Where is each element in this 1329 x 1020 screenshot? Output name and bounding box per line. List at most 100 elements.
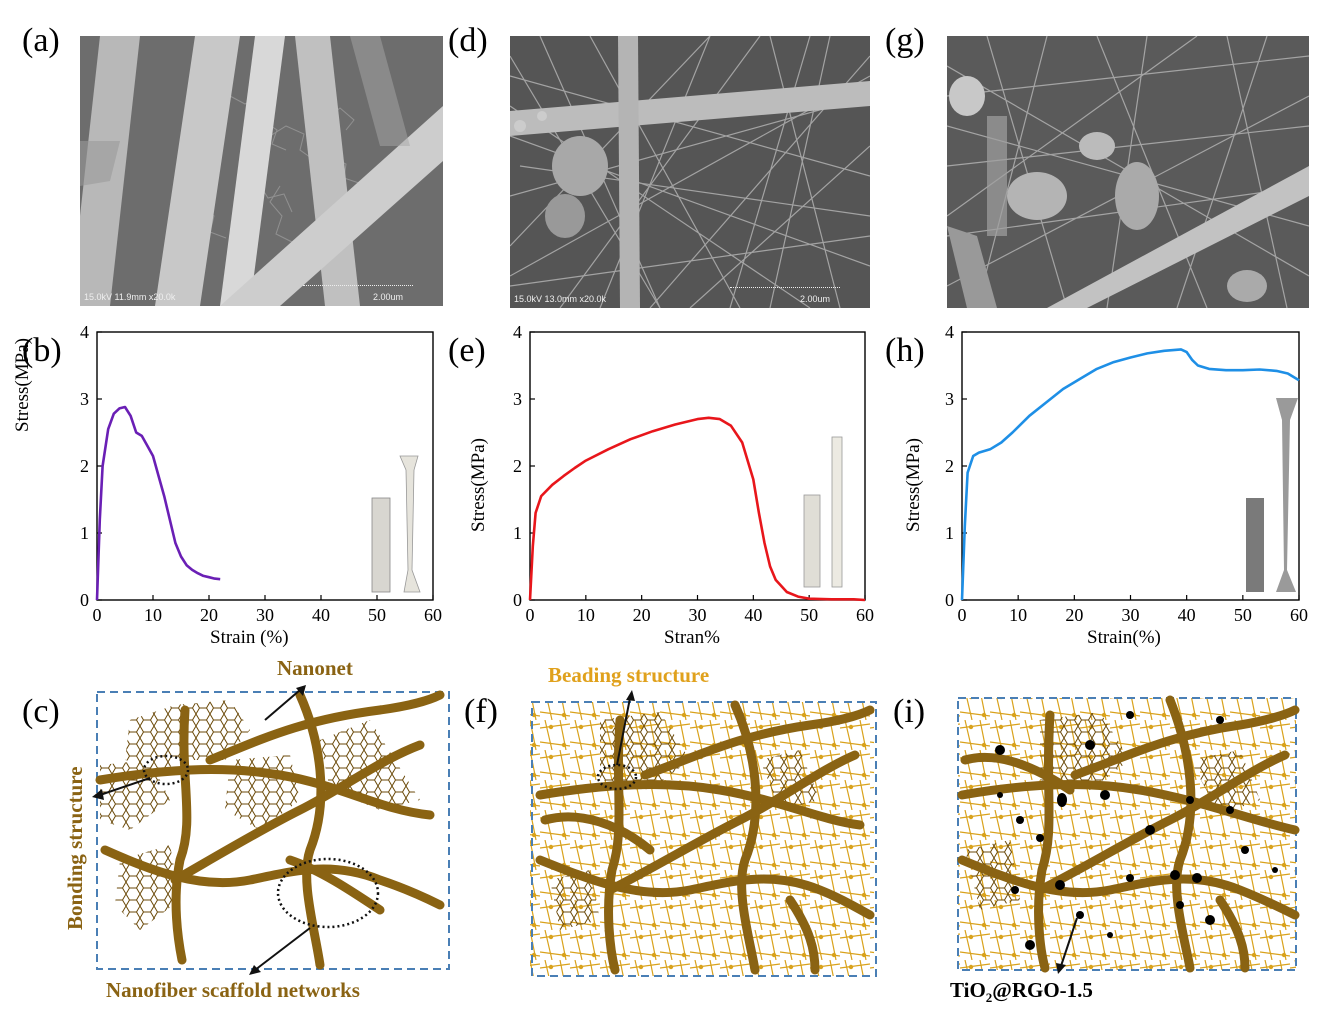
chart-b-ytick-label: 4 (80, 322, 89, 342)
sem-d-info: 15.0kV 13.0mm x20.0k (514, 294, 607, 304)
chart-b-sample-before (371, 497, 391, 593)
panel-label-h: (h) (885, 332, 925, 369)
beading-highlight (596, 763, 638, 791)
chart-h-ytick-label: 2 (945, 456, 954, 476)
nanonet-i-1 (1040, 712, 1130, 790)
thin-fiber-net-i (958, 698, 1296, 970)
chart-b-xlabel: Strain (%) (210, 627, 289, 648)
chart-b-ytick-label: 2 (80, 456, 89, 476)
nanonet-f-3 (550, 870, 600, 930)
bonding-highlight (142, 754, 190, 786)
panel-label-i: (i) (893, 693, 926, 730)
chart-e-ytick-label: 4 (513, 322, 522, 342)
sem-image-a: 15.0kV 11.9mm x20.0k 2.00um (80, 36, 443, 306)
beading-arrow (616, 697, 631, 766)
chart-e-sample-before (803, 494, 821, 588)
sem-image-g (947, 36, 1309, 308)
chart-h-xtick-label: 40 (1178, 605, 1196, 625)
chart-h-sample-before (1246, 498, 1264, 592)
panel-label-c: (c) (22, 693, 60, 730)
chart-b-xtick-label: 60 (424, 605, 442, 625)
schematic-f (530, 690, 877, 977)
chart-e-xtick-label: 60 (856, 605, 874, 625)
panel-label-b: (b) (22, 332, 62, 369)
chart-e-ytick-label: 2 (513, 456, 522, 476)
scale-bar (730, 287, 840, 292)
chart-e-ytick-label: 1 (513, 523, 522, 543)
chart-h-ytick-label: 3 (945, 389, 954, 409)
chart-e-ytick-label: 3 (513, 389, 522, 409)
scale-bar (303, 285, 413, 290)
scaffold-highlight (276, 857, 380, 929)
tio2-arrow (1060, 917, 1078, 967)
chart-b-xtick-label: 50 (368, 605, 386, 625)
panel-label-a: (a) (22, 22, 60, 59)
panel-label-e: (e) (448, 332, 486, 369)
nanonet-arrow (264, 689, 301, 721)
nanonet-label: Nanonet (277, 656, 353, 680)
chart-h-xtick-label: 20 (1065, 605, 1083, 625)
sem-g-texture (947, 36, 1309, 308)
chart-h-ytick-label: 1 (945, 523, 954, 543)
sem-a-scale: 2.00um (372, 292, 403, 302)
chart-e-xtick-label: 40 (744, 605, 762, 625)
nanonet-c-5 (115, 845, 180, 930)
fiber-scaffold-i (957, 695, 1300, 973)
chart-h-xtick-label: 0 (958, 605, 967, 625)
chart-b-xtick-label: 30 (256, 605, 274, 625)
tio2-label-main: TiO (950, 978, 986, 1002)
chart-b-sample-after (399, 455, 421, 593)
sem-a-info: 15.0kV 11.9mm x20.0k (84, 292, 176, 302)
nanonet-i-2 (1190, 750, 1260, 815)
sem-d-texture (510, 36, 870, 308)
panel-label-d: (d) (448, 22, 488, 59)
chart-e-sample-after (831, 436, 843, 588)
chart-b-ytick-label: 1 (80, 523, 89, 543)
chart-b-series-line (95, 405, 221, 601)
beading-label: Beading structure (548, 663, 710, 687)
scaffold-label: Nanofiber scaffold networks (106, 978, 360, 1002)
chart-e-xtick-label: 10 (577, 605, 595, 625)
chart-h-series-line (960, 348, 1300, 601)
chart-e-series-line (528, 416, 866, 602)
chart-e-ytick-label: 0 (513, 590, 522, 610)
tio2-label-sub: 2 (985, 990, 993, 1006)
chart-h-xtick-label: 50 (1234, 605, 1252, 625)
chart-h-xlabel: Strain(%) (1087, 627, 1161, 648)
chart-e-xtick-label: 50 (800, 605, 818, 625)
chart-b-xtick-label: 20 (200, 605, 218, 625)
chart-b-xtick-label: 10 (144, 605, 162, 625)
chart-b-xtick-label: 40 (312, 605, 330, 625)
chart-h-ytick-label: 0 (945, 590, 954, 610)
chart-h-ytick-label: 4 (945, 322, 954, 342)
chart-h-xtick-label: 10 (1009, 605, 1027, 625)
chart-b-xtick-label: 0 (93, 605, 102, 625)
chart-h-xtick-label: 30 (1122, 605, 1140, 625)
frame-c (96, 691, 450, 970)
chart-h-xtick-label: 60 (1290, 605, 1308, 625)
scaffold-arrow (254, 927, 311, 971)
chart-b-ytick-label: 0 (80, 590, 89, 610)
chart-b-ytick-label: 3 (80, 389, 89, 409)
sem-image-d: 15.0kV 13.0mm x20.0k 2.00um (510, 36, 870, 308)
sem-d-scale: 2.00um (799, 294, 830, 304)
chart-e-xtick-label: 0 (526, 605, 535, 625)
tio2-label: TiO2@RGO-1.5 (950, 978, 1093, 1006)
chart-e-xtick-label: 20 (633, 605, 651, 625)
bonding-arrow (99, 777, 151, 796)
tio2-label-rest: @RGO-1.5 (992, 978, 1093, 1002)
chart-e-xtick-label: 30 (689, 605, 707, 625)
frame-f (531, 701, 877, 977)
schematic-c (92, 685, 450, 975)
panel-label-g: (g) (885, 22, 925, 59)
bonding-structure-label: Bonding structure (63, 766, 87, 930)
chart-h-sample-after (1276, 398, 1298, 592)
nanonet-f-2 (760, 750, 820, 810)
panel-label-f: (f) (464, 693, 498, 730)
fiber-scaffold-f (535, 700, 875, 975)
schematic-i (957, 695, 1300, 974)
sem-a-texture (80, 36, 443, 306)
tio2-rgo-particles (995, 711, 1278, 950)
